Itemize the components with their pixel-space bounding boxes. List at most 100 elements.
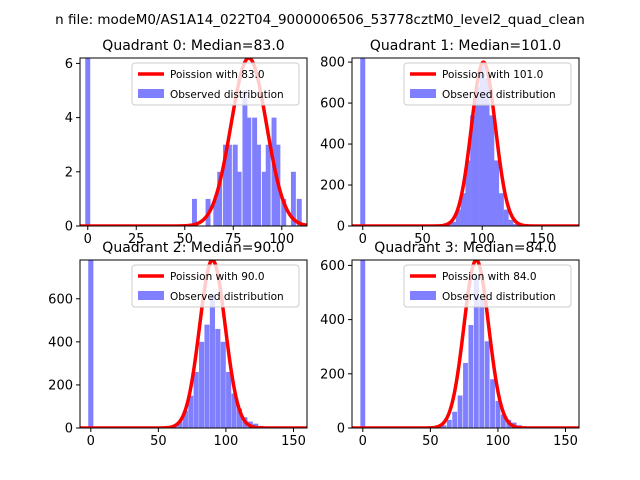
poisson-curve	[352, 260, 579, 428]
hist-bar	[484, 341, 490, 428]
subplot-title: Quadrant 0: Median=83.0	[102, 38, 284, 54]
legend-box	[131, 264, 300, 308]
hist-bar	[290, 171, 296, 226]
legend-hist-label: Observed distribution	[170, 89, 284, 101]
hist-bar	[85, 58, 91, 226]
hist-bar	[252, 117, 258, 226]
x-tick-label: 0	[359, 232, 367, 247]
hist-bar	[441, 425, 447, 428]
hist-bar	[452, 411, 458, 428]
legend-line-label: Poission with 83.0	[170, 69, 265, 81]
subplot-grid: 0 25 50 75 100 0 2 4 6 Quadrant 0: Median=83.0 Poi…	[48, 38, 580, 449]
figure-suptitle: n file: modeM0/AS1A14_022T04_9000006506_…	[55, 12, 585, 28]
hist-bar	[177, 421, 183, 428]
x-tick-label: 0	[87, 434, 95, 449]
x-tick-label: 50	[414, 232, 431, 247]
y-tick-label: 200	[48, 378, 73, 393]
hist-bar	[494, 160, 500, 226]
hist-bar	[479, 66, 485, 226]
hist-bar	[360, 58, 366, 226]
hist-bar	[468, 325, 474, 428]
hist-bar	[88, 260, 94, 428]
hist-bar	[473, 276, 479, 428]
hist-bar	[232, 144, 238, 226]
legend-hist-label: Observed distribution	[442, 291, 556, 303]
legend-hist-label: Observed distribution	[442, 89, 556, 101]
hist-bar	[231, 393, 237, 428]
legend-hist-swatch	[410, 89, 436, 98]
y-tick-label: 6	[65, 57, 73, 72]
hist-bar	[213, 198, 219, 226]
x-tick-label: 50	[176, 232, 193, 247]
x-tick-label: 50	[422, 434, 439, 449]
legend-hist-swatch	[138, 291, 164, 300]
x-tick-label: 100	[486, 434, 511, 449]
hist-bar	[261, 171, 267, 226]
hist-bar	[265, 144, 271, 226]
hist-bar	[193, 372, 199, 428]
plot-area-2	[80, 260, 307, 428]
plot-area-1	[352, 58, 579, 226]
hist-bar	[503, 209, 509, 226]
hist-bar	[451, 221, 457, 226]
hist-bar	[513, 223, 519, 226]
y-tick-label: 600	[48, 292, 73, 307]
legend-hist-swatch	[410, 291, 436, 300]
x-tick-label: 0	[359, 434, 367, 449]
subplot-title: Quadrant 3: Median=84.0	[374, 240, 556, 256]
y-tick-label: 600	[320, 97, 345, 112]
y-tick-label: 400	[320, 138, 345, 153]
hist-bar	[188, 395, 194, 428]
hist-bar	[256, 144, 261, 226]
x-tick-label: 100	[214, 434, 239, 449]
hist-bar	[220, 341, 226, 428]
y-tick-label: 2	[65, 165, 73, 180]
hist-bar	[498, 193, 504, 226]
hist-bar	[463, 362, 468, 428]
legend-box	[403, 264, 572, 308]
subplot-quadrant-1: 0 50 100 150 0 200 400 600 800 Quadrant 1: Median…	[320, 38, 580, 247]
legend: Poission with 101.0 Observed distribution	[403, 62, 572, 106]
y-tick-label: 0	[337, 422, 345, 437]
legend: Poission with 90.0 Observed distribution	[131, 264, 300, 308]
legend: Poission with 84.0 Observed distribution	[403, 264, 572, 308]
hist-bar	[500, 414, 506, 428]
x-tick-label: 50	[150, 434, 167, 449]
x-tick-label: 75	[225, 232, 242, 247]
hist-bar	[182, 410, 188, 428]
x-tick-label: 150	[553, 434, 578, 449]
hist-bar	[446, 419, 452, 428]
y-tick-label: 400	[48, 335, 73, 350]
hist-bar	[455, 209, 461, 226]
hist-bar	[470, 115, 476, 226]
hist-bar	[226, 372, 232, 428]
plot-area-0	[80, 58, 307, 226]
hist-bar	[457, 395, 463, 428]
subplot-title: Quadrant 2: Median=90.0	[102, 240, 284, 256]
legend-line-label: Poission with 101.0	[442, 69, 543, 81]
hist-bar	[191, 198, 197, 226]
x-tick-label: 100	[269, 232, 294, 247]
plot-area-3	[352, 260, 579, 428]
hist-bar	[296, 198, 302, 226]
y-tick-label: 400	[320, 313, 345, 328]
y-tick-label: 4	[65, 111, 73, 126]
hist-bar	[465, 160, 471, 226]
poisson-curve	[80, 58, 307, 226]
hist-bar	[495, 400, 501, 428]
hist-bar	[246, 117, 252, 226]
subplot-quadrant-3: 0 50 100 150 0 200 400 600 Quadrant 3: Median=84…	[320, 240, 580, 449]
y-tick-label: 0	[65, 422, 73, 437]
hist-bar	[484, 78, 490, 226]
y-tick-label: 200	[320, 179, 345, 194]
hist-bar	[204, 324, 210, 428]
hist-bar	[215, 328, 221, 428]
subplot-quadrant-0: 0 25 50 75 100 0 2 4 6 Quadrant 0: Median=83.0 Poi…	[65, 38, 308, 247]
x-tick-label: 0	[84, 232, 92, 247]
hist-bar	[489, 115, 495, 226]
hist-bar	[474, 86, 480, 226]
x-tick-label: 150	[281, 434, 306, 449]
poisson-curve	[352, 60, 579, 226]
legend-hist-swatch	[138, 89, 164, 98]
hist-bar	[217, 171, 223, 226]
